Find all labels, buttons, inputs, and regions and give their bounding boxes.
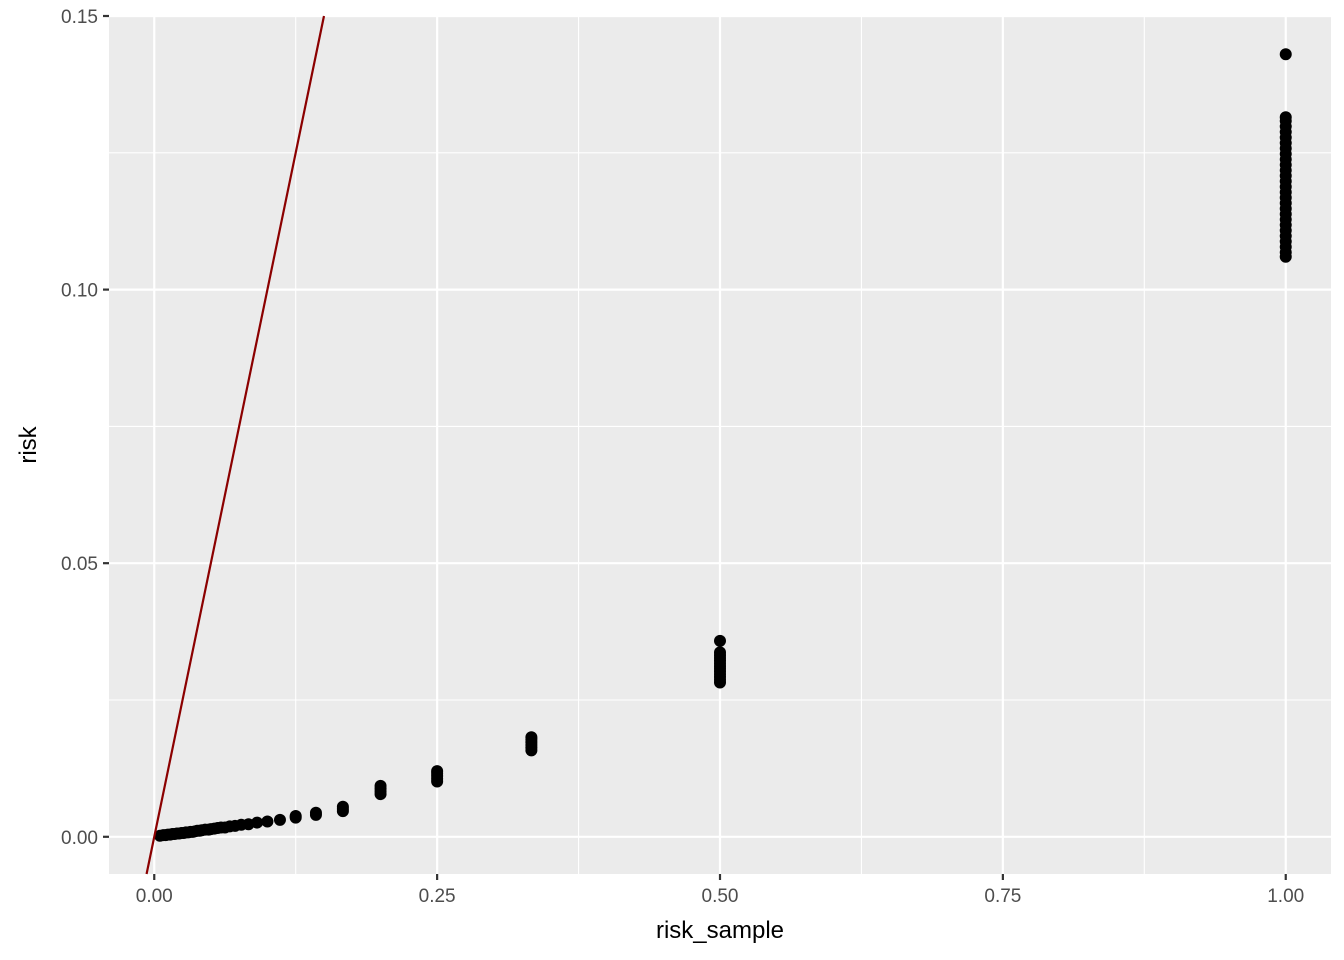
major-gridlines xyxy=(109,14,1331,874)
data-point xyxy=(714,646,726,659)
data-point xyxy=(251,816,264,829)
data-point xyxy=(714,634,726,647)
data-point xyxy=(261,815,274,828)
x-axis-ticks: 0.00 0.25 0.50 0.75 1.00 xyxy=(136,874,1304,907)
data-points xyxy=(153,48,1292,842)
y-tick-label: 0.10 xyxy=(61,281,98,302)
y-tick-label: 0.15 xyxy=(61,7,98,28)
data-point xyxy=(1279,111,1292,124)
y-tick-label: 0.00 xyxy=(61,828,98,849)
y-tick-label: 0.05 xyxy=(61,554,98,575)
data-point xyxy=(1279,48,1292,61)
reference-line-group xyxy=(145,15,326,875)
x-tick-label: 0.25 xyxy=(419,886,456,907)
reference-line xyxy=(145,15,326,875)
y-axis-ticks: 0.00 0.05 0.10 0.15 xyxy=(61,7,109,849)
data-point xyxy=(289,809,302,822)
y-axis-title: risk xyxy=(15,425,42,463)
data-point xyxy=(273,813,286,826)
data-point xyxy=(374,779,387,792)
x-tick-label: 0.00 xyxy=(136,886,173,907)
data-point xyxy=(309,806,322,819)
x-axis-title: risk_sample xyxy=(656,917,784,944)
x-tick-label: 0.75 xyxy=(984,886,1021,907)
data-point xyxy=(336,800,349,813)
x-tick-label: 0.50 xyxy=(702,886,739,907)
data-point xyxy=(431,765,444,778)
x-tick-label: 1.00 xyxy=(1267,886,1304,907)
data-point xyxy=(525,731,538,744)
